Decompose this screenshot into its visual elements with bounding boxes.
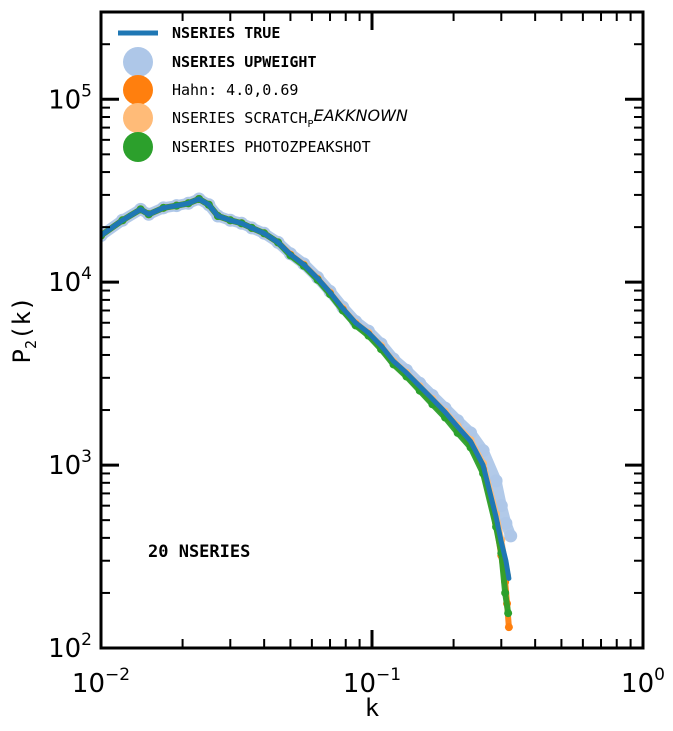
tick-exponent: −1 [376,665,401,685]
legend-label: NSERIES SCRATCHPEAKKNOWN [172,106,408,130]
y-axis-label-suffix: (k) [8,297,36,340]
legend-label-main: NSERIES TRUE [172,24,280,42]
x-tick-label: 10−1 [343,665,401,699]
data-point [504,529,518,543]
y-axis-label: P2(k) [8,297,40,364]
legend-label-main: Hahn: 4.0,0.69 [172,81,298,99]
series-line-true [101,196,512,581]
tick-base: 10 [343,669,376,699]
x-axis-label: k [365,694,380,722]
tick-base: 10 [48,451,81,481]
data-point [504,609,513,618]
legend-label-sub: P [307,119,313,130]
tick-base: 10 [621,669,654,699]
y-axis-label-sub: 2 [22,340,40,349]
tick-base: 10 [72,669,105,699]
legend-label-main: NSERIES SCRATCH [172,109,307,127]
y-tick-label: 105 [48,81,92,115]
tick-base: 10 [48,268,81,298]
tick-exponent: 2 [81,630,92,650]
legend-dot-swatch [123,47,153,77]
legend-entry: NSERIES UPWEIGHT [123,47,317,77]
legend-label: NSERIES UPWEIGHT [172,53,317,71]
tick-exponent: −2 [105,665,130,685]
legend-label: Hahn: 4.0,0.69 [172,81,298,99]
legend-label: NSERIES PHOTOZPEAKSHOT [172,138,371,156]
legend-entry: NSERIES TRUE [118,24,280,42]
legend-entry: NSERIES SCRATCHPEAKKNOWN [123,103,408,133]
tick-exponent: 3 [81,447,92,467]
legend-label-main: NSERIES UPWEIGHT [172,53,317,71]
data-point [494,499,508,513]
series-0 [101,196,512,581]
data-point [499,516,513,530]
x-tick-label: 100 [621,665,665,699]
data-point [501,588,510,597]
legend: NSERIES TRUE NSERIES UPWEIGHT Hahn: 4.0,0.… [118,24,408,162]
legend-entry: Hahn: 4.0,0.69 [123,75,298,105]
legend-dot-swatch [123,103,153,133]
y-tick-label: 102 [48,630,92,664]
data-point [489,474,503,488]
y-axis-label-main: P [8,349,36,363]
legend-label-italic: EAKKNOWN [314,106,408,125]
y-tick-label: 103 [48,447,92,481]
legend-label: NSERIES TRUE [172,24,280,42]
legend-entry: NSERIES PHOTOZPEAKSHOT [123,132,371,162]
series-layer [101,192,518,632]
annotation-label: 20 NSERIES [148,542,250,562]
legend-dot-swatch [123,75,153,105]
legend-label-main: NSERIES PHOTOZPEAKSHOT [172,138,371,156]
tick-base: 10 [48,634,81,664]
data-point [504,623,513,632]
tick-exponent: 5 [81,81,92,101]
tick-base: 10 [48,85,81,115]
tick-exponent: 4 [81,264,92,284]
x-tick-label: 10−2 [72,665,130,699]
legend-dot-swatch [123,132,153,162]
y-tick-label: 104 [48,264,92,298]
tick-exponent: 0 [654,665,665,685]
